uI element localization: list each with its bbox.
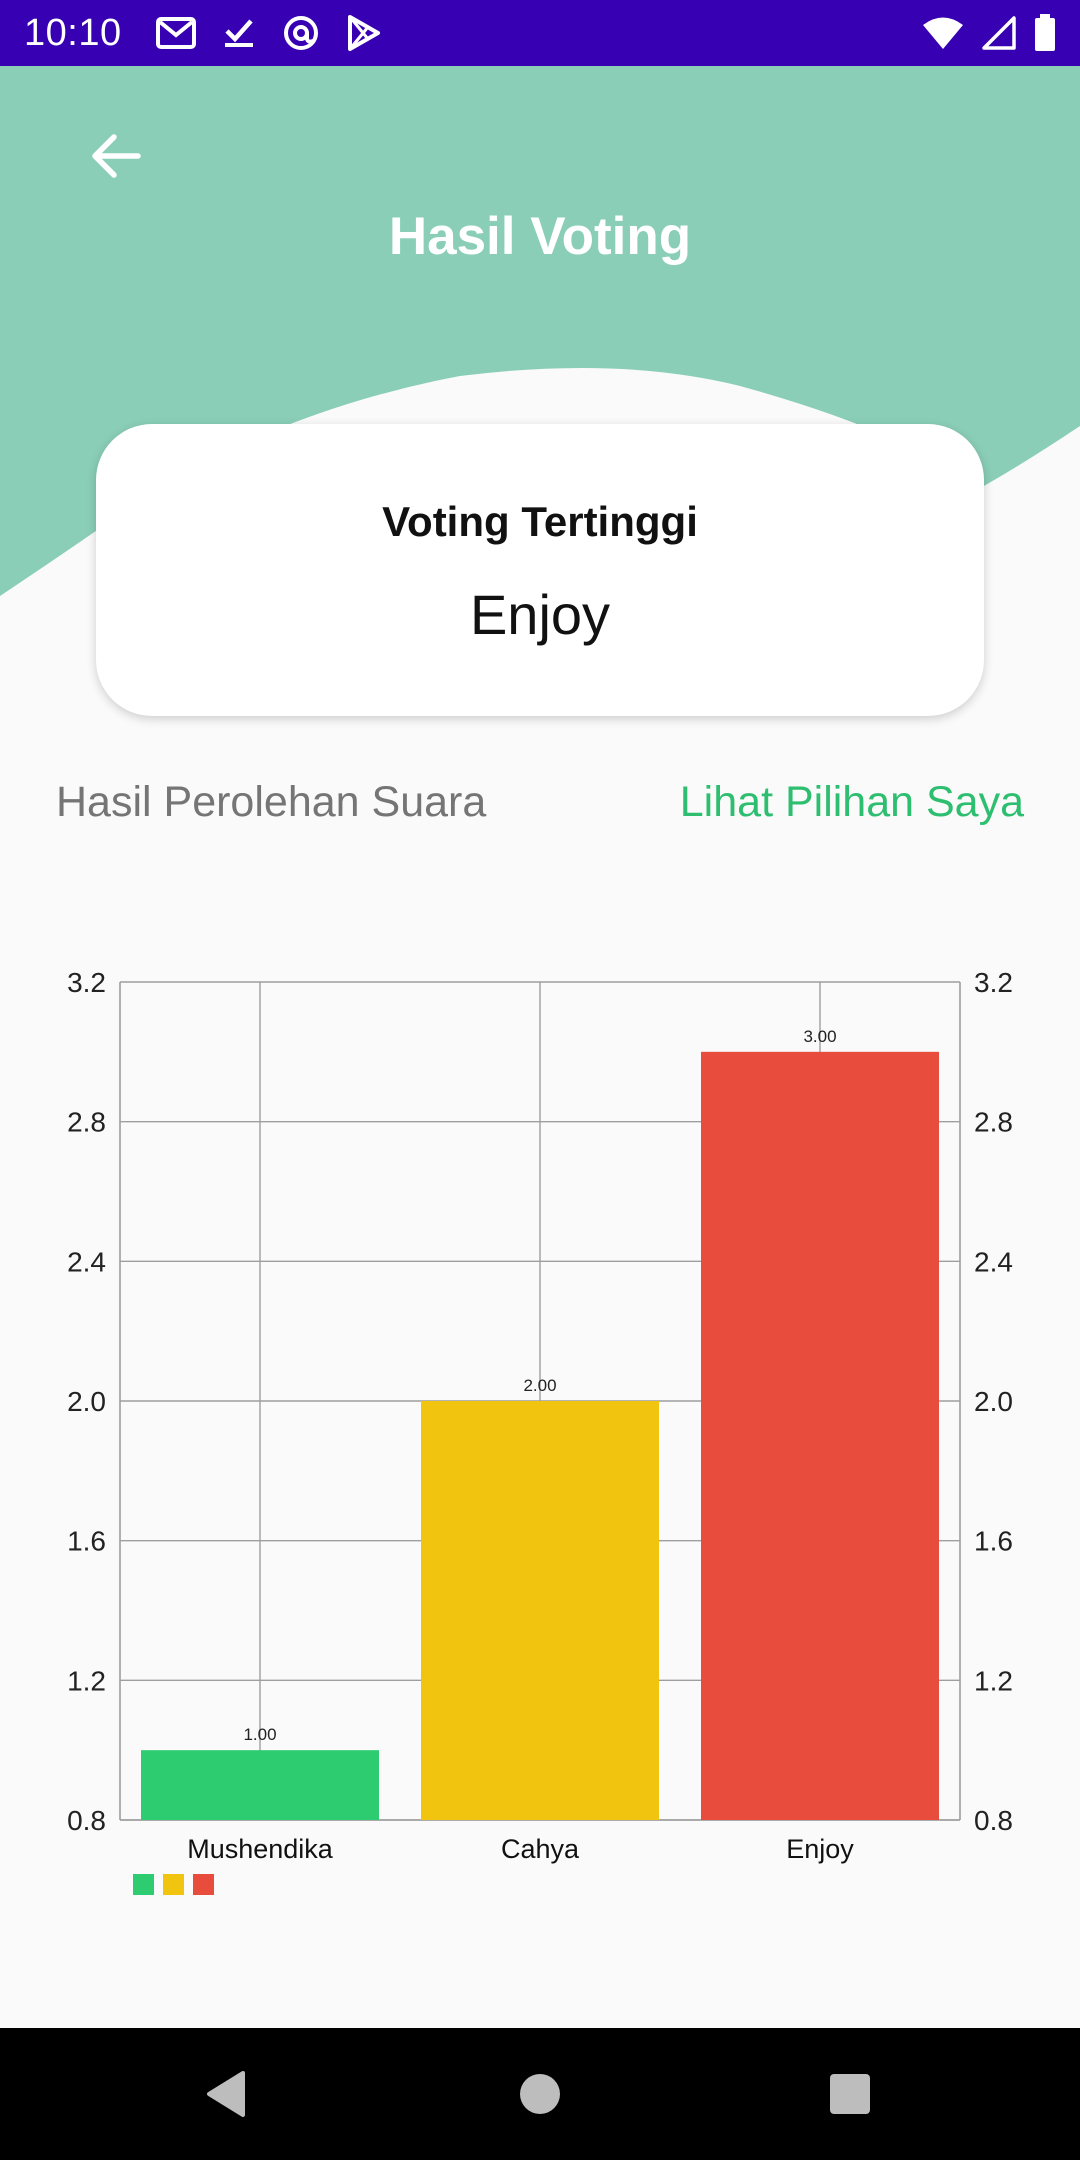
vote-bar-chart: 0.8 0.8 1.2 1.2 1.6 1.6 2.0 2.0 2.4 2.4 2.8 2.8 3.2 3… xyxy=(67,967,1013,1895)
nav-back-button[interactable] xyxy=(194,2062,258,2126)
notification-icons xyxy=(155,14,382,52)
navigation-bar xyxy=(0,2028,1080,2160)
legend-swatch xyxy=(193,1874,214,1895)
y-tick-label-left: 1.2 xyxy=(67,1665,106,1696)
system-icons xyxy=(922,14,1056,52)
wifi-icon xyxy=(923,17,963,49)
bar-cahya xyxy=(421,1401,659,1820)
gmail-icon xyxy=(155,17,196,49)
status-time: 10:10 xyxy=(24,11,122,54)
cell-signal-icon xyxy=(982,16,1016,50)
bar-value-label: 1.00 xyxy=(243,1725,276,1744)
y-tick-label-right: 0.8 xyxy=(974,1805,1013,1836)
nav-home-button[interactable] xyxy=(508,2062,572,2126)
back-triangle-icon xyxy=(207,2071,245,2117)
y-tick-label-left: 2.0 xyxy=(67,1386,106,1417)
view-my-choice-link[interactable]: Lihat Pilihan Saya xyxy=(679,778,1024,826)
y-tick-label-right: 2.0 xyxy=(974,1386,1013,1417)
y-tick-label-right: 3.2 xyxy=(974,967,1013,998)
check-download-icon xyxy=(224,19,253,47)
status-bar: 10:10 xyxy=(0,0,1080,66)
bar-enjoy xyxy=(701,1051,939,1820)
y-tick-label-left: 2.8 xyxy=(67,1107,106,1138)
y-tick-label-right: 2.4 xyxy=(974,1246,1013,1277)
y-tick-label-right: 1.6 xyxy=(974,1526,1013,1557)
x-tick-label: Mushendika xyxy=(187,1834,334,1864)
highest-vote-card: Voting Tertinggi Enjoy xyxy=(96,424,984,716)
arrow-back-icon xyxy=(92,134,141,178)
legend-swatch xyxy=(163,1874,184,1895)
page-title: Hasil Voting xyxy=(388,207,692,266)
header-wave-background xyxy=(0,66,1080,596)
back-button[interactable] xyxy=(80,120,152,192)
y-tick-label-left: 3.2 xyxy=(67,967,106,998)
bar-value-label: 2.00 xyxy=(523,1376,556,1395)
battery-icon xyxy=(1035,14,1055,51)
legend-swatch xyxy=(133,1874,154,1895)
y-tick-label-left: 2.4 xyxy=(67,1246,106,1277)
y-tick-label-right: 2.8 xyxy=(974,1107,1013,1138)
y-tick-label-left: 0.8 xyxy=(67,1805,106,1836)
results-section-title: Hasil Perolehan Suara xyxy=(56,778,487,826)
at-sign-icon xyxy=(283,16,318,50)
highest-vote-value: Enjoy xyxy=(469,583,611,646)
chart-bars xyxy=(141,1051,939,1820)
recents-square-icon xyxy=(830,2074,870,2114)
y-tick-label-left: 1.6 xyxy=(67,1526,106,1557)
bar-mushendika xyxy=(141,1750,379,1820)
x-tick-label: Enjoy xyxy=(786,1834,854,1864)
x-tick-label: Cahya xyxy=(501,1834,580,1864)
chart-legend xyxy=(133,1874,214,1895)
chart-labels: 0.8 0.8 1.2 1.2 1.6 1.6 2.0 2.0 2.4 2.4 2.8 2.8 3.2 3… xyxy=(67,967,1013,1864)
highest-vote-label: Voting Tertinggi xyxy=(382,498,698,545)
y-tick-label-right: 1.2 xyxy=(974,1665,1013,1696)
play-store-icon xyxy=(347,15,380,51)
nav-recents-button[interactable] xyxy=(818,2062,882,2126)
home-circle-icon xyxy=(520,2074,560,2114)
bar-value-label: 3.00 xyxy=(803,1027,836,1046)
